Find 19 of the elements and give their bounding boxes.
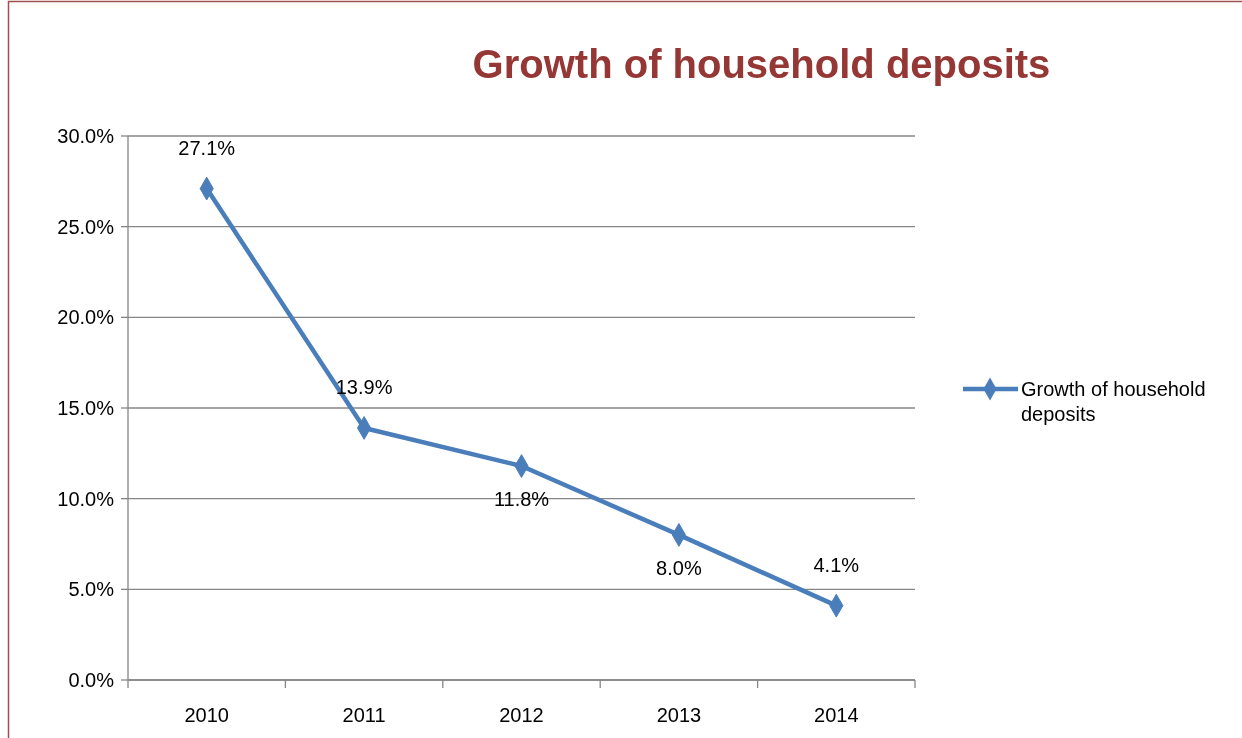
x-tick-label: 2013 [656, 704, 702, 726]
y-tick-label: 0.0% [68, 669, 115, 691]
x-tick-label: 2011 [342, 704, 386, 726]
legend-label: Growth of household deposits [1021, 378, 1206, 425]
y-tick-label: 30.0% [57, 125, 115, 147]
data-label: 4.1% [813, 553, 860, 576]
x-tick-label: 2014 [814, 704, 859, 726]
y-tick-label: 25.0% [57, 215, 115, 238]
data-label: 11.8% [493, 488, 550, 511]
y-tick-label: 5.0% [68, 578, 115, 601]
x-tick-label: 2010 [184, 704, 229, 726]
chart-title: Growth of household deposits [472, 42, 1051, 86]
y-tick-label: 20.0% [57, 306, 115, 329]
data-label: 27.1% [178, 136, 236, 159]
data-label: 13.9% [335, 375, 393, 398]
x-tick-label: 2012 [499, 704, 544, 726]
y-tick-label: 10.0% [57, 487, 115, 510]
data-label: 8.0% [656, 556, 702, 579]
y-tick-label: 15.0% [57, 397, 115, 419]
